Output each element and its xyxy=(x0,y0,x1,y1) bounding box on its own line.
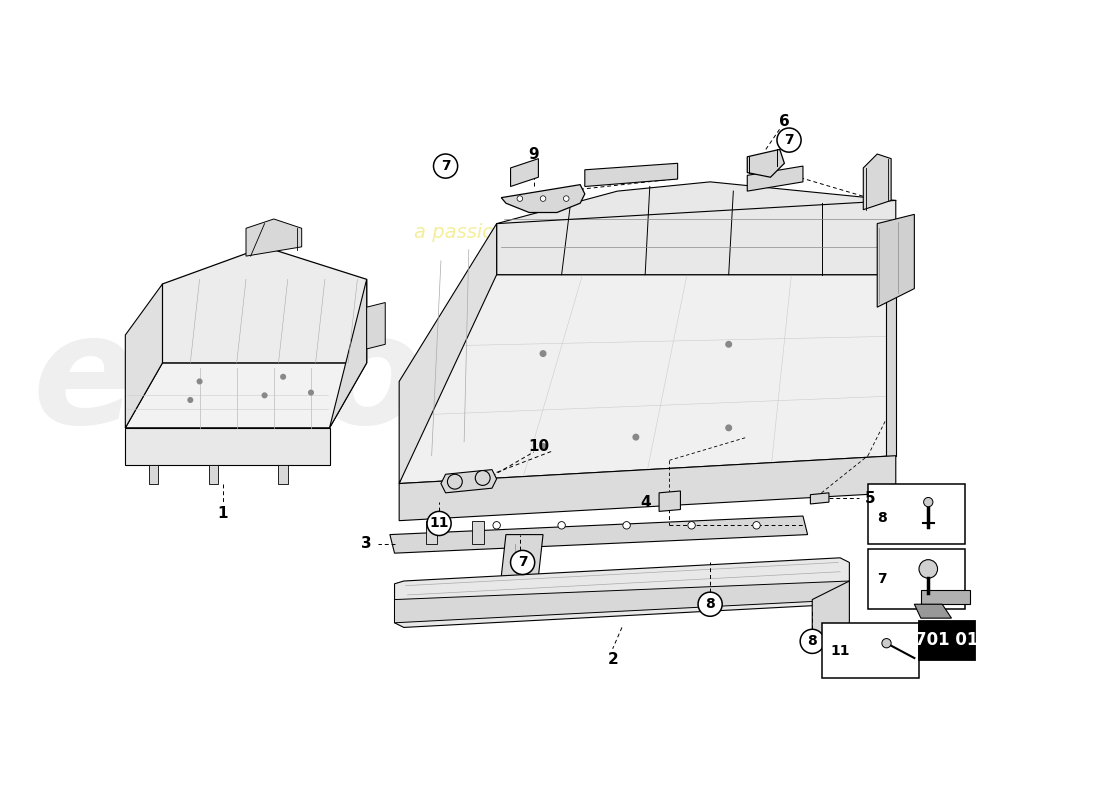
Circle shape xyxy=(752,522,760,529)
Polygon shape xyxy=(125,428,330,465)
Circle shape xyxy=(540,196,546,202)
Polygon shape xyxy=(747,166,803,191)
Polygon shape xyxy=(914,604,952,618)
Polygon shape xyxy=(502,185,585,213)
Circle shape xyxy=(517,196,522,202)
Text: 3: 3 xyxy=(362,536,372,551)
Text: europ: europ xyxy=(32,307,535,456)
Polygon shape xyxy=(812,581,849,642)
Text: 8: 8 xyxy=(705,598,715,611)
Polygon shape xyxy=(148,465,157,483)
Polygon shape xyxy=(330,279,366,428)
Circle shape xyxy=(475,470,491,486)
Polygon shape xyxy=(209,465,218,483)
Polygon shape xyxy=(811,493,829,504)
Polygon shape xyxy=(125,363,366,428)
Circle shape xyxy=(262,393,267,398)
Text: 7: 7 xyxy=(784,133,794,147)
Text: 11: 11 xyxy=(830,644,850,658)
Text: 7: 7 xyxy=(518,555,527,570)
Polygon shape xyxy=(426,521,437,544)
Text: 701 01: 701 01 xyxy=(915,631,979,650)
Circle shape xyxy=(563,196,569,202)
FancyBboxPatch shape xyxy=(822,622,918,678)
Circle shape xyxy=(427,511,451,535)
Polygon shape xyxy=(395,581,849,622)
Circle shape xyxy=(448,474,462,489)
Circle shape xyxy=(197,379,202,384)
Text: 11: 11 xyxy=(429,517,449,530)
Text: 9: 9 xyxy=(528,146,539,162)
Circle shape xyxy=(777,128,801,152)
Text: 5: 5 xyxy=(865,491,876,506)
FancyBboxPatch shape xyxy=(868,549,966,609)
Text: 4: 4 xyxy=(640,494,650,510)
Circle shape xyxy=(280,374,286,379)
Polygon shape xyxy=(502,534,543,576)
Polygon shape xyxy=(366,302,385,349)
Circle shape xyxy=(540,351,546,356)
Circle shape xyxy=(688,522,695,529)
Circle shape xyxy=(623,522,630,529)
FancyBboxPatch shape xyxy=(868,483,966,544)
Polygon shape xyxy=(473,521,484,544)
Polygon shape xyxy=(246,219,301,256)
Circle shape xyxy=(510,550,535,574)
Text: 8: 8 xyxy=(807,634,817,648)
Circle shape xyxy=(800,630,824,654)
Circle shape xyxy=(188,398,192,402)
Text: 2: 2 xyxy=(607,653,618,667)
Circle shape xyxy=(540,444,546,449)
Polygon shape xyxy=(918,621,975,660)
Polygon shape xyxy=(921,590,970,604)
Text: 7: 7 xyxy=(877,572,887,586)
Polygon shape xyxy=(585,163,678,186)
Polygon shape xyxy=(278,465,288,483)
Polygon shape xyxy=(389,516,807,553)
Circle shape xyxy=(428,522,436,529)
Circle shape xyxy=(918,560,937,578)
Polygon shape xyxy=(395,558,849,627)
Polygon shape xyxy=(163,247,366,363)
Circle shape xyxy=(726,425,732,430)
Circle shape xyxy=(309,390,313,395)
Text: 7: 7 xyxy=(441,159,450,173)
Polygon shape xyxy=(659,491,681,511)
Polygon shape xyxy=(864,154,891,210)
Polygon shape xyxy=(399,456,895,521)
Polygon shape xyxy=(510,158,538,186)
Text: a passion for parts since 1985: a passion for parts since 1985 xyxy=(415,223,708,242)
Polygon shape xyxy=(441,470,496,493)
Polygon shape xyxy=(399,224,496,483)
Circle shape xyxy=(433,154,458,178)
Polygon shape xyxy=(399,274,895,483)
Circle shape xyxy=(924,498,933,506)
Polygon shape xyxy=(877,214,914,307)
Text: 1: 1 xyxy=(218,506,228,521)
Text: 6: 6 xyxy=(779,114,790,129)
Polygon shape xyxy=(125,284,163,428)
Text: 8: 8 xyxy=(877,511,887,525)
Polygon shape xyxy=(747,150,784,178)
Circle shape xyxy=(558,522,565,529)
Polygon shape xyxy=(496,182,895,274)
Polygon shape xyxy=(887,274,895,456)
Circle shape xyxy=(882,638,891,648)
Circle shape xyxy=(634,434,639,440)
Circle shape xyxy=(726,342,732,347)
Circle shape xyxy=(698,592,723,616)
Text: 10: 10 xyxy=(529,439,550,454)
Circle shape xyxy=(493,522,500,529)
